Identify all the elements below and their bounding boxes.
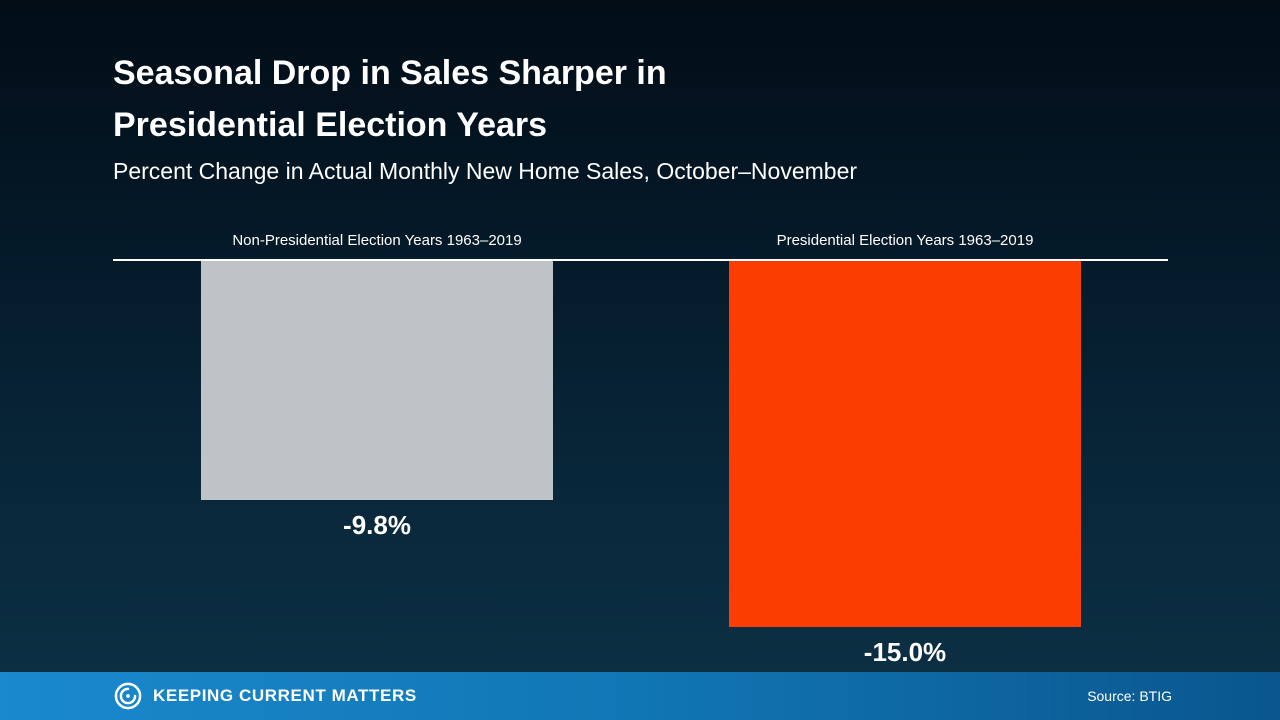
kcm-swirl-logo-icon bbox=[113, 681, 143, 711]
brand-logo-group: Keeping Current Matters bbox=[113, 681, 417, 711]
category-label-non-presidential: Non-Presidential Election Years 1963–201… bbox=[232, 232, 522, 249]
chart-subtitle: Percent Change in Actual Monthly New Hom… bbox=[113, 158, 858, 184]
source-credit: Source: BTIG bbox=[1087, 688, 1172, 704]
value-label-presidential: -15.0% bbox=[863, 637, 947, 667]
value-label-non-presidential: -9.8% bbox=[343, 510, 411, 540]
page-title-line2: Presidential Election Years bbox=[113, 106, 548, 144]
category-label-presidential: Presidential Election Years 1963–2019 bbox=[776, 232, 1034, 249]
bar-group-non-presidential: -9.8% bbox=[201, 261, 553, 541]
page-title-line1: Seasonal Drop in Sales Sharper in bbox=[113, 54, 667, 92]
brand-name: Keeping Current Matters bbox=[153, 686, 417, 705]
bar-presidential bbox=[729, 261, 1081, 627]
zero-baseline bbox=[113, 259, 1168, 261]
page-title: Seasonal Drop in Sales Sharper in Presid… bbox=[113, 47, 667, 151]
footer-bar: Keeping Current Matters Source: BTIG bbox=[0, 672, 1280, 720]
bar-chart: Non-Presidential Election Years 1963–201… bbox=[113, 232, 1168, 668]
bar-group-presidential: -15.0% bbox=[729, 261, 1081, 668]
bar-non-presidential bbox=[201, 261, 553, 500]
